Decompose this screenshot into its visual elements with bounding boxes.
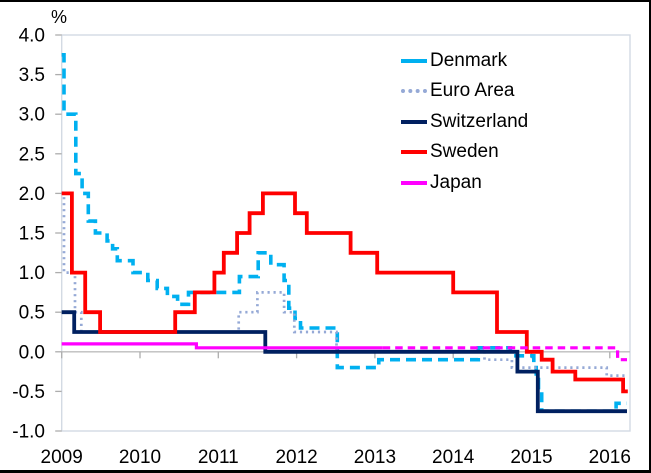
legend-label-denmark: Denmark [430, 49, 508, 71]
series-line-sweden [61, 191, 628, 394]
y-axis-label: 0.0 [19, 342, 45, 363]
y-axis-label: -1.0 [12, 422, 45, 443]
x-axis-label: 2010 [119, 447, 161, 468]
series-line-switzerland [61, 310, 627, 414]
x-axis-label: 2011 [198, 447, 239, 468]
y-axis-label: 4.0 [19, 26, 45, 47]
x-axis-label: 2015 [510, 447, 552, 468]
x-axis-label: 2014 [432, 447, 475, 468]
y-axis-label: 1.0 [19, 263, 45, 284]
legend-item-denmark: Denmark [401, 50, 528, 71]
y-axis-unit-label: % [51, 7, 68, 27]
series-line-japan [382, 346, 627, 362]
x-axis-label: 2012 [275, 447, 317, 468]
y-axis-label: -0.5 [12, 382, 45, 403]
series-line-denmark [61, 53, 627, 413]
x-axis-label: 2009 [41, 447, 83, 468]
legend-item-euro-area: Euro Area [401, 80, 528, 102]
legend-label-sweden: Sweden [430, 141, 499, 162]
legend-marker-euro-area [401, 89, 427, 93]
y-axis-label: 1.5 [19, 224, 45, 245]
y-axis-label: 3.5 [19, 65, 45, 86]
y-axis-label: 2.5 [19, 144, 45, 165]
x-axis-label: 2013 [354, 447, 396, 468]
x-axis-label: 2016 [589, 447, 631, 468]
y-axis-label: 0.5 [19, 303, 45, 324]
legend-marker-switzerland [401, 119, 427, 124]
y-axis-label: 2.0 [19, 184, 45, 205]
series-line-euro-area [61, 192, 625, 377]
legend-item-switzerland: Switzerland [401, 111, 528, 132]
legend-marker-denmark [401, 58, 427, 63]
legend-label-euro-area: Euro Area [430, 80, 515, 101]
legend-item-japan: Japan [401, 172, 528, 193]
legend-marker-sweden [401, 150, 427, 154]
legend: Denmark Euro Area Switzerland Sweden Jap… [401, 50, 528, 203]
legend-label-japan: Japan [430, 171, 482, 193]
legend-label-switzerland: Switzerland [430, 110, 529, 132]
series-line-japan [61, 342, 383, 350]
legend-item-sweden: Sweden [401, 141, 528, 163]
y-axis-label: 3.0 [19, 105, 45, 126]
legend-marker-japan [401, 180, 427, 185]
